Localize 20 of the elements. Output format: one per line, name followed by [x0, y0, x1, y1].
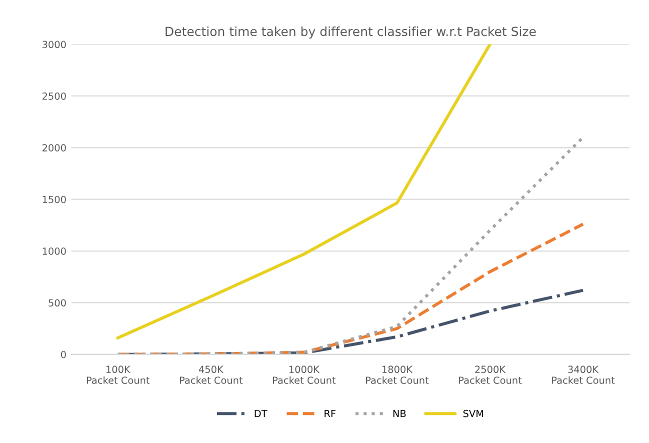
legend-label: RF — [324, 410, 336, 418]
y-tick-label: 1500 — [42, 196, 66, 204]
x-tick-label: 1800K Packet Count — [366, 366, 429, 384]
y-tick-label: 1000 — [42, 248, 66, 255]
y-tick-label: 2500 — [42, 92, 66, 100]
y-tick-label: 3000 — [42, 40, 66, 48]
y-tick-label: 0 — [60, 350, 66, 358]
x-tick-label: 2500K Packet Count — [459, 366, 522, 384]
line-series — [116, 44, 492, 340]
chart-title: Detection time taken by different classifier w.r.t Packet Size — [166, 26, 536, 39]
x-tick-label: 3400K Packet Count — [552, 366, 615, 384]
legend-label: NB — [393, 410, 406, 418]
legend-label: SVM — [463, 410, 484, 418]
y-tick-label: 500 — [48, 299, 66, 307]
x-tick-label: 450K Packet Count — [180, 366, 243, 384]
y-tick-label: 2000 — [42, 144, 66, 152]
x-tick-label: 100K Packet Count — [86, 366, 150, 384]
x-tick-label: 1000K Packet Count — [273, 366, 336, 384]
line-series — [116, 136, 585, 354]
legend-label: DT — [254, 410, 268, 418]
